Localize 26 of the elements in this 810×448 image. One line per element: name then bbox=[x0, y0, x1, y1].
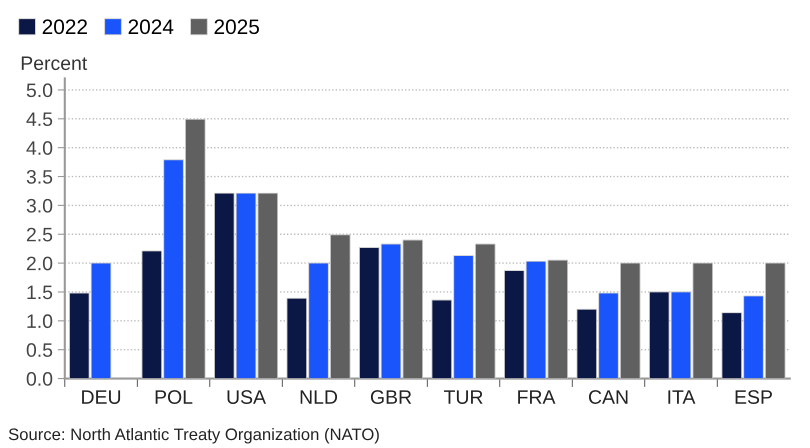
y-tick-label: 0.0 bbox=[26, 372, 52, 386]
y-tick-label: 3.5 bbox=[26, 170, 52, 184]
y-tick-label: 0.5 bbox=[26, 343, 52, 357]
x-tick-label: TUR bbox=[444, 390, 483, 404]
y-tick-label: 5.0 bbox=[26, 83, 52, 98]
y-tick-label: 4.0 bbox=[26, 141, 52, 155]
y-tick-label: 2.5 bbox=[26, 228, 52, 242]
x-tick-label: ESP bbox=[736, 390, 772, 404]
x-tick-label: GBR bbox=[370, 390, 412, 404]
x-tick-label: NLD bbox=[300, 390, 338, 404]
y-tick-label: 1.5 bbox=[27, 286, 52, 300]
x-tick-label: ITA bbox=[668, 390, 696, 404]
x-tick-label: DEU bbox=[82, 390, 120, 404]
legend-label: 2025 bbox=[214, 19, 259, 34]
y-tick-label: 3.0 bbox=[26, 198, 52, 213]
y-tick-label: 4.5 bbox=[26, 112, 52, 126]
x-tick-label: POL bbox=[156, 390, 192, 404]
y-tick-label: 2.0 bbox=[26, 256, 52, 270]
legend-label: 2024 bbox=[128, 19, 174, 34]
y-axis-title: Percent bbox=[22, 56, 88, 70]
y-tick-label: 1.0 bbox=[27, 314, 52, 328]
x-tick-label: FRA bbox=[518, 390, 556, 404]
x-tick-label: CAN bbox=[588, 390, 628, 404]
x-tick-label: USA bbox=[228, 390, 266, 404]
legend-label: 2022 bbox=[42, 19, 87, 34]
source-note: Source: North Atlantic Treaty Organization (NATO) bbox=[8, 428, 379, 444]
